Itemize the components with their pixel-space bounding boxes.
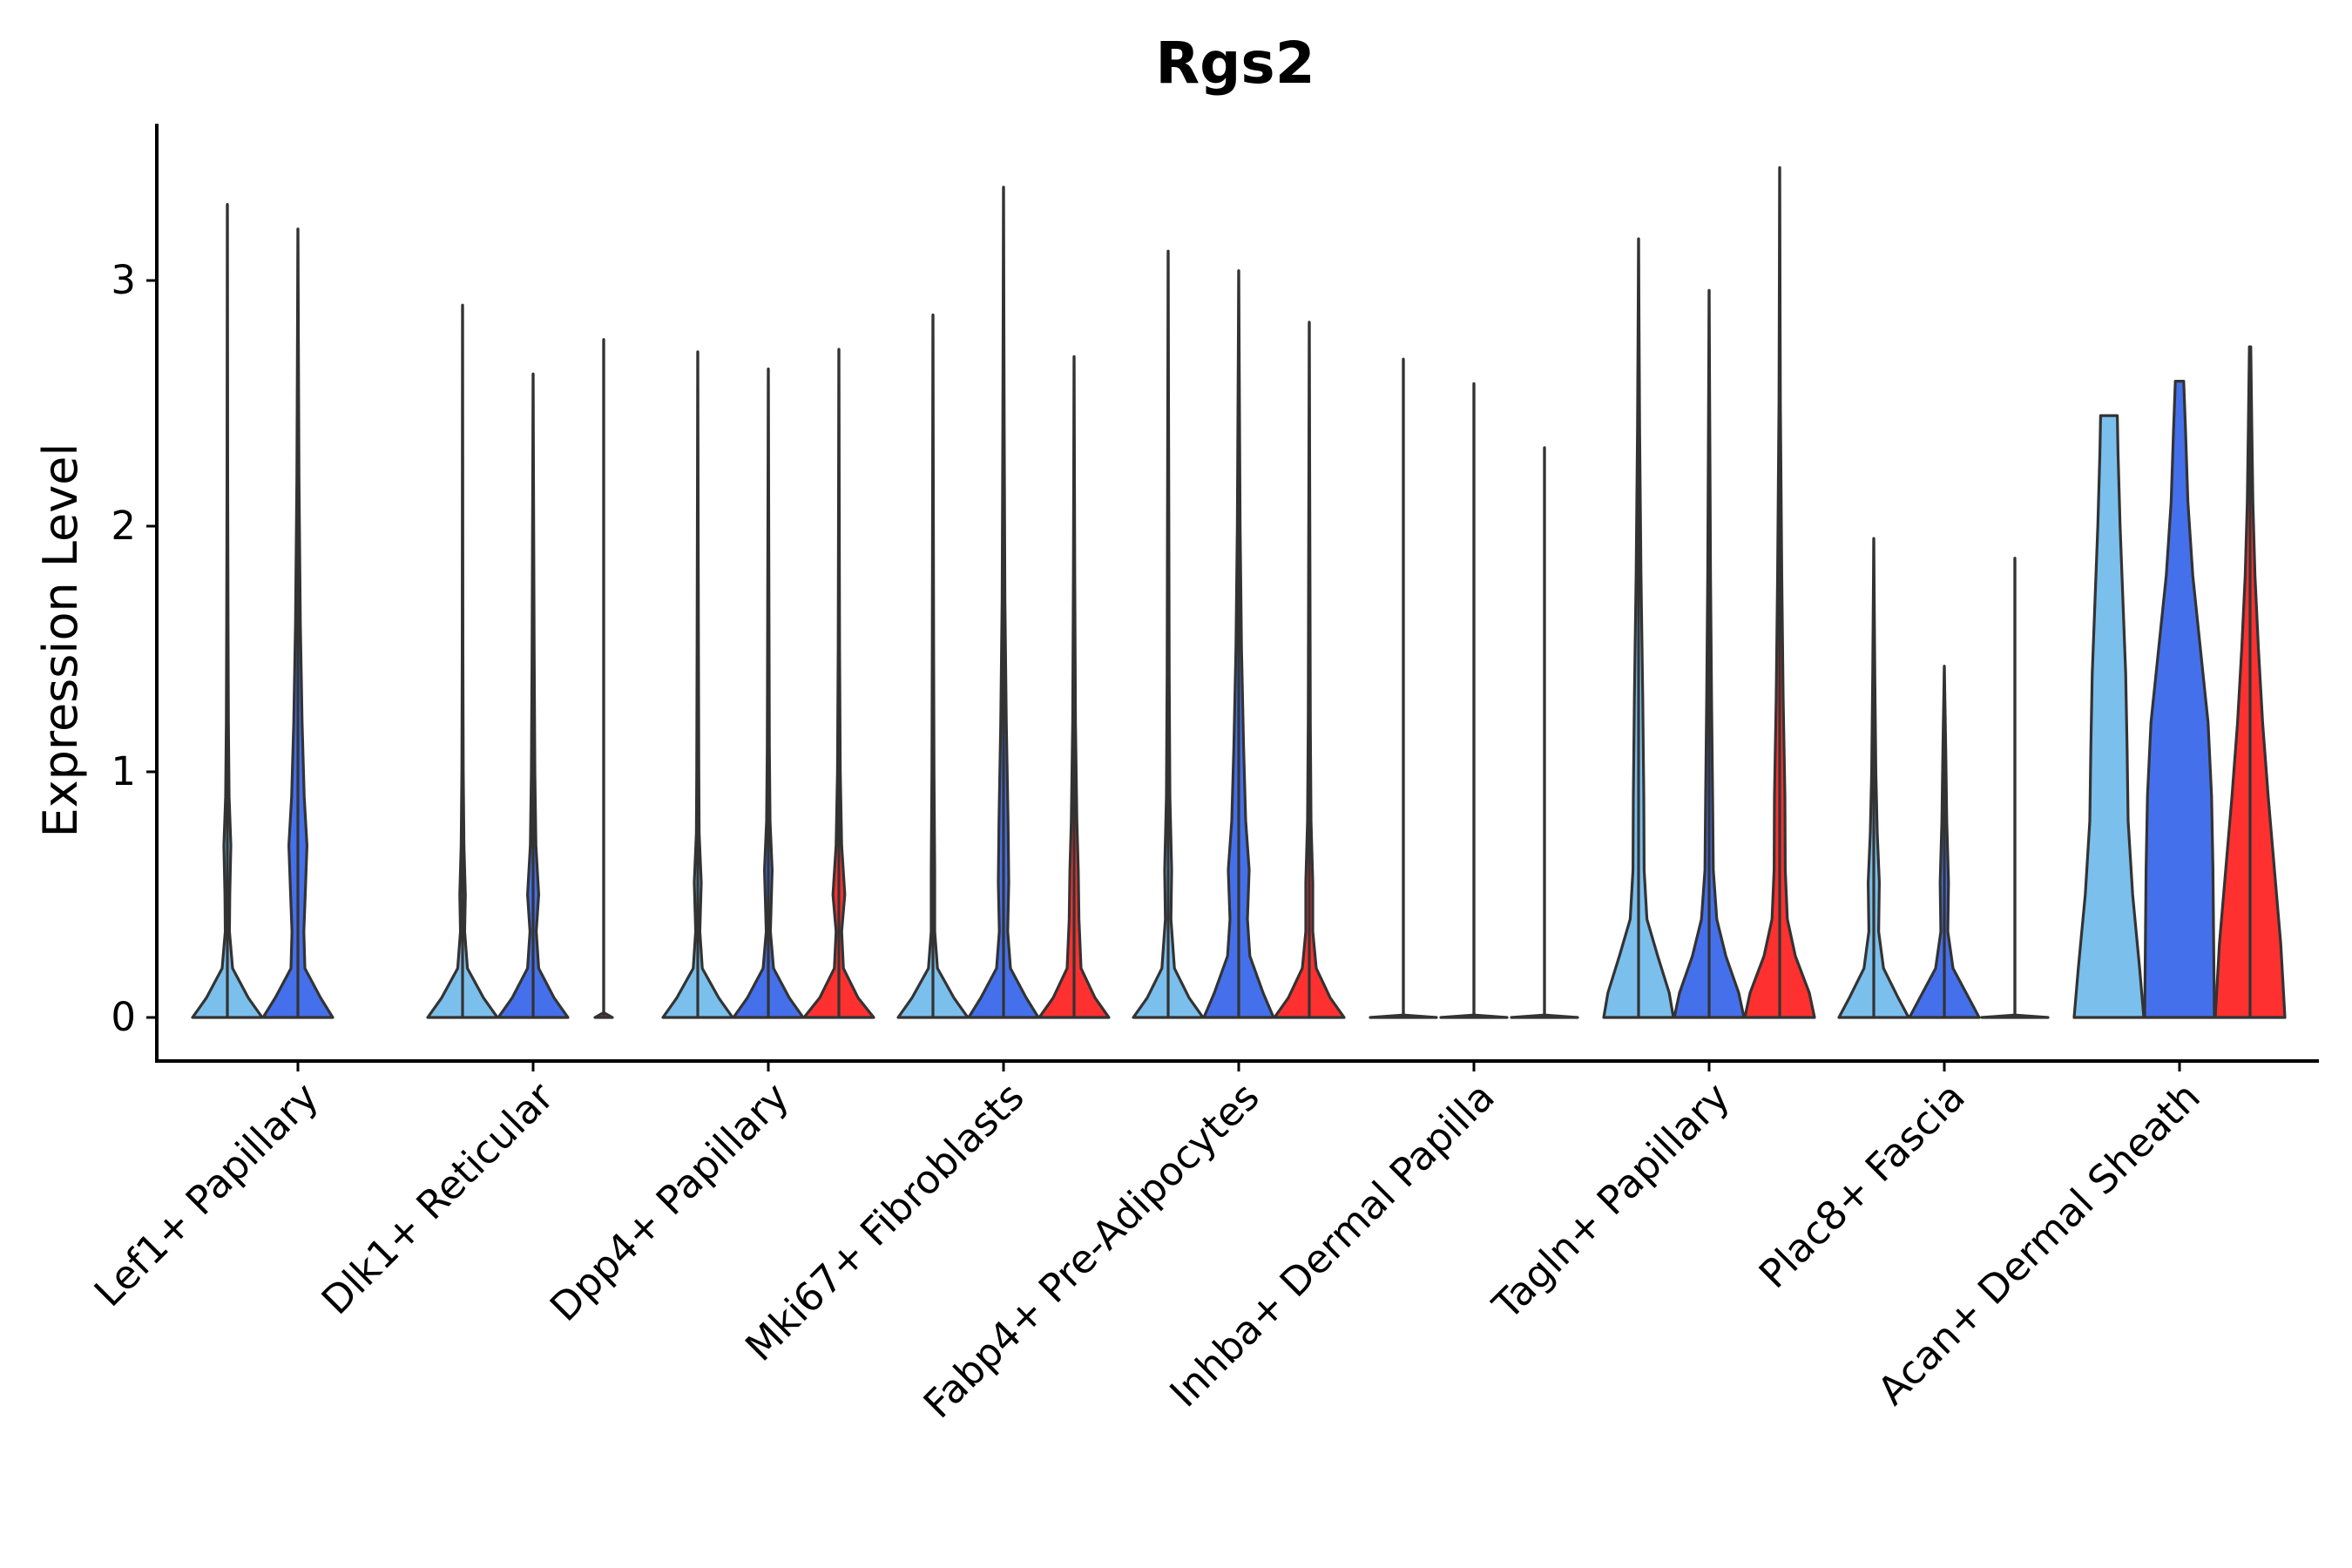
x-tick-label: Dpp4+ Papillary — [541, 1073, 798, 1330]
violin — [261, 227, 335, 1019]
y-axis-label: Expression Level — [33, 443, 88, 838]
violin — [191, 203, 264, 1019]
x-tick-label: Plac8+ Fascia — [1750, 1073, 1974, 1297]
y-ticks: 0 1 2 3 — [111, 257, 157, 1040]
violin — [1510, 446, 1579, 1019]
violin-body — [2072, 414, 2146, 1019]
violin — [1980, 557, 2050, 1019]
violin — [1037, 355, 1111, 1019]
violin — [732, 367, 805, 1019]
violin — [1837, 537, 1910, 1019]
x-tick-label: Tagln+ Papillary — [1484, 1073, 1739, 1328]
violin — [661, 350, 734, 1019]
violin — [1273, 321, 1346, 1019]
violin-body — [1369, 357, 1438, 1019]
violin — [593, 338, 614, 1019]
violin — [2072, 414, 2146, 1019]
y-tick-label: 0 — [111, 994, 136, 1040]
y-tick-label: 1 — [111, 748, 136, 794]
violin — [1202, 269, 1275, 1019]
violin — [2213, 345, 2287, 1019]
violin — [1908, 665, 1981, 1019]
y-tick-label: 3 — [111, 257, 136, 303]
violin — [1743, 166, 1816, 1019]
x-tick-label: Dlk1+ Reticular — [313, 1073, 563, 1323]
violin — [1439, 382, 1509, 1019]
violin — [1132, 249, 1205, 1019]
violin-layer — [191, 166, 2287, 1019]
violin — [426, 303, 499, 1019]
violin — [1602, 237, 1675, 1019]
violin — [1673, 288, 1746, 1019]
chart-title: Rgs2 — [1155, 30, 1315, 97]
violin — [967, 186, 1040, 1019]
violin — [1369, 357, 1438, 1019]
violin — [2143, 380, 2216, 1019]
violin — [896, 313, 970, 1019]
x-tick-label: Lef1+ Papillary — [85, 1073, 328, 1315]
violin — [802, 348, 875, 1019]
violin — [497, 372, 570, 1019]
y-tick-label: 2 — [111, 503, 136, 549]
violin-body — [1439, 382, 1509, 1019]
violin-body — [2143, 380, 2216, 1019]
